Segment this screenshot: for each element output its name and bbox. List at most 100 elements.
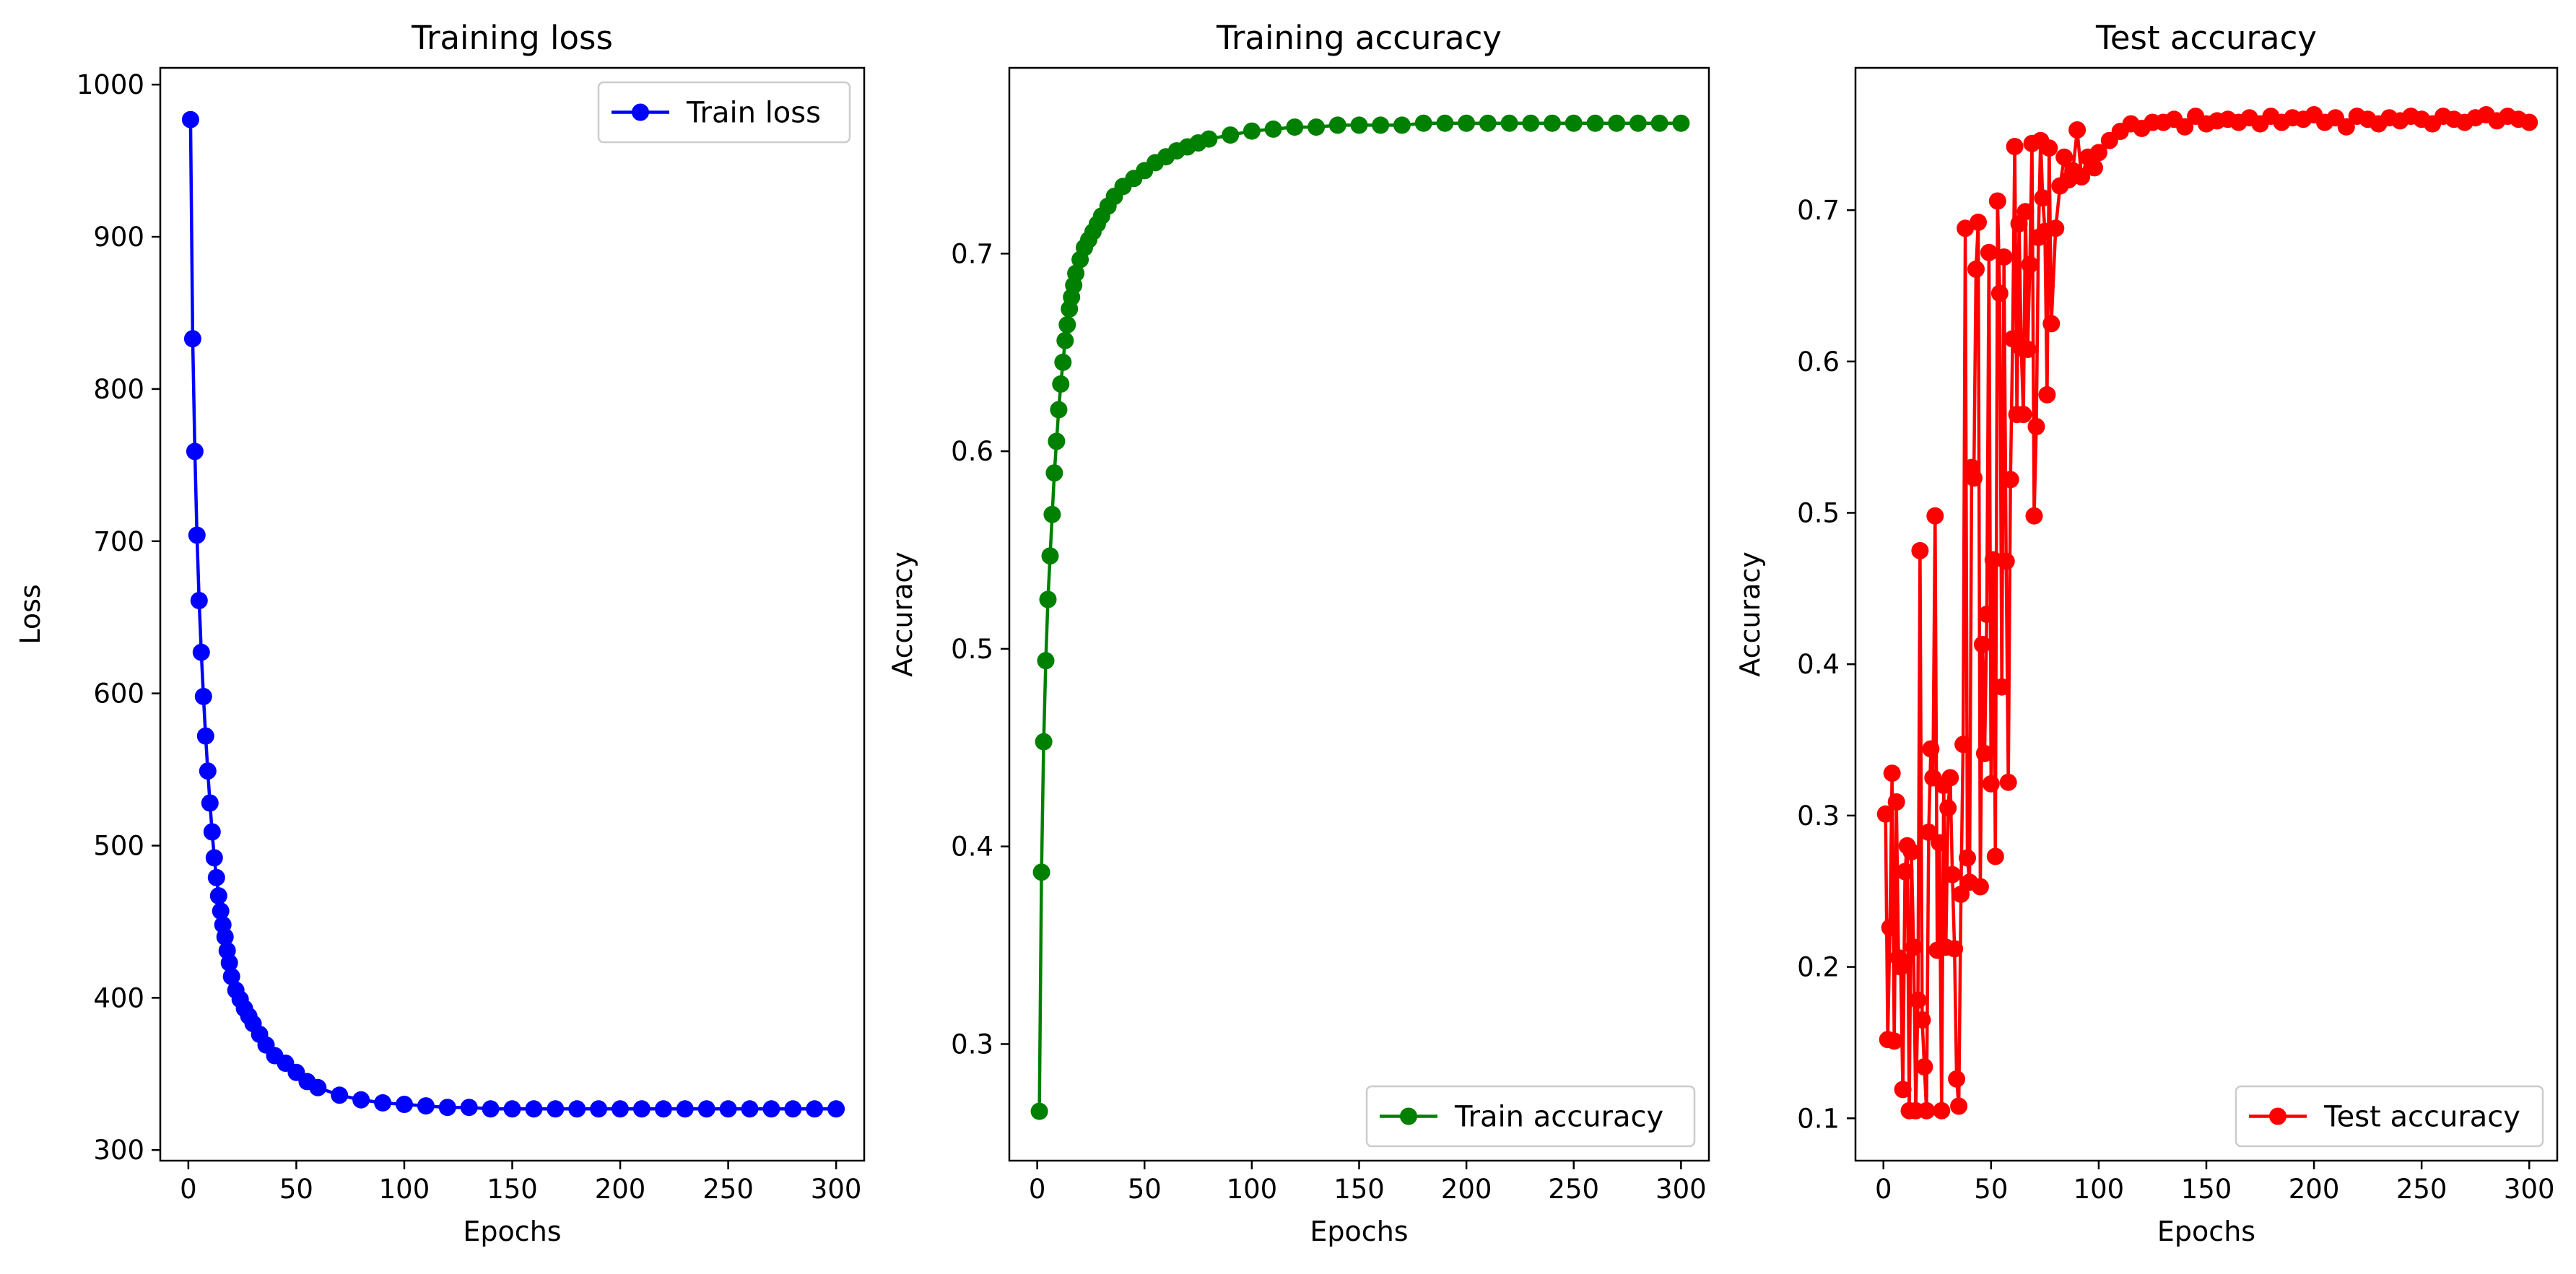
x-axis-label: Epochs <box>1310 1216 1408 1247</box>
data-point <box>1200 130 1218 148</box>
data-point <box>1328 116 1346 134</box>
data-point <box>590 1100 608 1118</box>
y-axis-label: Accuracy <box>887 551 918 677</box>
data-point <box>1286 118 1304 136</box>
data-point <box>1905 938 1923 956</box>
data-point <box>2027 418 2045 435</box>
data-point <box>2086 159 2103 177</box>
data-point <box>2001 471 2019 489</box>
data-point <box>1393 116 1411 134</box>
data-point <box>676 1100 694 1118</box>
x-tick-label: 250 <box>2396 1174 2447 1205</box>
data-point <box>1920 824 1938 841</box>
data-point <box>2520 113 2538 131</box>
data-point <box>352 1091 370 1109</box>
data-point <box>568 1100 586 1118</box>
data-point <box>1350 116 1368 134</box>
x-tick-label: 150 <box>487 1174 538 1205</box>
y-tick-label: 600 <box>93 679 144 710</box>
y-tick-label: 0.4 <box>1797 649 1840 680</box>
x-tick-label: 100 <box>379 1174 430 1205</box>
data-point <box>1980 243 1998 261</box>
x-tick-label: 50 <box>1974 1174 2008 1205</box>
data-point <box>199 762 217 780</box>
data-point <box>331 1086 349 1104</box>
data-point <box>741 1100 759 1118</box>
x-tick-label: 150 <box>2181 1174 2232 1205</box>
data-point <box>547 1100 565 1118</box>
data-point <box>309 1078 327 1096</box>
legend: Test accuracy <box>2235 1085 2544 1148</box>
data-point <box>525 1100 543 1118</box>
data-point <box>2006 138 2024 155</box>
y-tick-label: 0.4 <box>951 832 993 863</box>
data-point <box>1458 114 1476 132</box>
series-1 <box>181 110 845 1118</box>
y-tick-label: 0.1 <box>1797 1103 1840 1134</box>
series-1 <box>1876 106 2538 1120</box>
x-tick-label: 0 <box>180 1174 197 1205</box>
data-point <box>212 902 230 920</box>
y-tick-label: 0.5 <box>951 634 993 665</box>
data-point <box>2040 139 2058 157</box>
data-point <box>1222 126 1240 144</box>
y-tick-label: 900 <box>93 222 144 253</box>
legend-label: Test accuracy <box>2323 1101 2520 1134</box>
data-point <box>1243 122 1261 140</box>
data-point <box>188 526 206 544</box>
data-point <box>1941 769 1959 787</box>
data-point <box>719 1100 737 1118</box>
legend: Train accuracy <box>1365 1085 1696 1148</box>
data-point <box>1672 114 1690 132</box>
data-point <box>207 868 225 886</box>
x-tick-label: 100 <box>2074 1174 2125 1205</box>
data-point <box>1565 114 1583 132</box>
data-point <box>203 823 221 841</box>
data-point <box>396 1096 413 1113</box>
chart-title: Training accuracy <box>1216 19 1502 57</box>
data-point <box>1944 865 1962 883</box>
data-point <box>1876 805 1894 823</box>
series-line <box>188 119 837 1111</box>
data-point <box>1372 116 1390 134</box>
legend-label: Train accuracy <box>1454 1101 1663 1134</box>
y-tick-label: 0.5 <box>1797 498 1840 529</box>
data-point <box>1436 114 1454 132</box>
axes-frame <box>159 66 866 1162</box>
data-point <box>1909 991 1927 1009</box>
y-tick-label: 0.3 <box>1797 800 1840 832</box>
data-point <box>1307 118 1326 136</box>
data-point <box>1982 775 2000 793</box>
data-point <box>1586 114 1604 132</box>
x-tick-label: 100 <box>1227 1174 1278 1205</box>
series-1 <box>1030 114 1690 1120</box>
chart-panel-1: 0 50 100 150 200 250 300 300 400 500 600 700 800 900 1… <box>14 19 866 1247</box>
data-point <box>194 687 212 705</box>
data-point <box>1922 740 1940 758</box>
data-point <box>1048 432 1066 450</box>
data-point <box>222 967 240 985</box>
data-point <box>192 643 210 661</box>
x-axis-label: Epochs <box>463 1216 561 1247</box>
data-point <box>183 330 201 348</box>
chart-panel-2: 0 50 100 150 200 250 300 0.3 0.4 0.5 0.6 0.7 Trainin… <box>887 19 1710 1247</box>
data-point <box>209 887 227 905</box>
data-point <box>1918 1101 1936 1120</box>
data-point <box>2034 189 2052 207</box>
data-point <box>1264 120 1282 138</box>
data-point <box>196 727 214 745</box>
data-point <box>1997 552 2015 570</box>
data-point <box>1965 469 1983 487</box>
data-point <box>2014 406 2032 424</box>
x-tick-label: 200 <box>595 1174 646 1205</box>
data-point <box>806 1100 824 1118</box>
data-point <box>1056 331 1074 349</box>
data-point <box>1948 1070 1966 1088</box>
x-tick-label: 50 <box>279 1174 313 1205</box>
axes-frame <box>1008 66 1710 1162</box>
chart-title: Training loss <box>411 19 613 57</box>
data-point <box>1967 260 1985 278</box>
data-point <box>1999 773 2017 791</box>
data-point <box>1544 114 1561 132</box>
data-point <box>1035 733 1053 751</box>
